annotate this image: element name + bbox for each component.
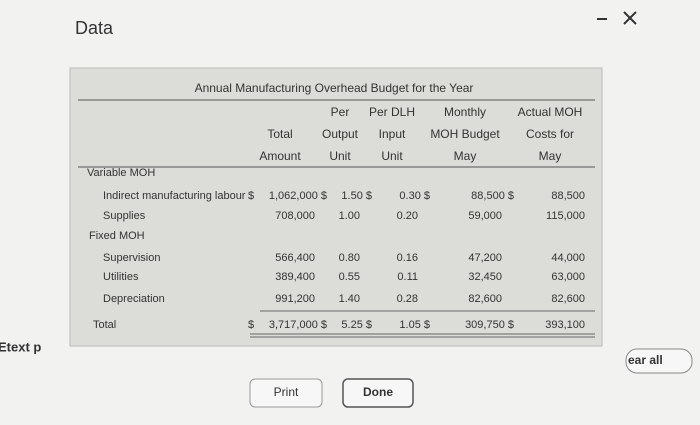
row-label: Indirect manufacturing labour (103, 190, 246, 202)
cell: 0.30 $ (399, 190, 430, 202)
cell: 566,400 (275, 252, 315, 264)
row-label: Supervision (103, 252, 160, 264)
cell: 1,062,000 $ (269, 190, 327, 202)
close-icon[interactable] (623, 11, 637, 25)
column-header: Monthly (444, 105, 486, 119)
cell: 708,000 (275, 210, 315, 222)
cell: 59,000 (468, 210, 502, 222)
column-header: Input (379, 127, 406, 141)
cell: 0.80 (339, 252, 360, 264)
cell: 991,200 (275, 293, 315, 305)
done-label: Done (363, 385, 393, 399)
row-label: Total (93, 319, 116, 331)
cell: 1.05 $ (399, 319, 430, 331)
cell: 32,450 (468, 271, 502, 283)
cell: 88,500 (551, 190, 585, 202)
cell: 115,000 (546, 210, 585, 222)
cell: $ (248, 319, 254, 331)
cell: 1.00 (339, 210, 360, 222)
column-header: Actual MOH (518, 105, 583, 119)
print-label: Print (274, 385, 299, 399)
column-header: May (454, 149, 477, 163)
cell: 88,500 $ (471, 190, 514, 202)
column-header: May (539, 149, 562, 163)
column-header: Unit (381, 149, 403, 163)
table-title: Annual Manufacturing Overhead Budget for… (195, 81, 474, 95)
row-label: Depreciation (103, 293, 165, 305)
column-header: Per (331, 105, 350, 119)
column-header: Per DLH (369, 105, 415, 119)
dialog-title: Data (75, 18, 114, 38)
cell: 309,750 $ (465, 319, 514, 331)
cell: 0.28 (397, 293, 418, 305)
cell: 0.11 (397, 271, 418, 283)
column-header: MOH Budget (430, 127, 500, 141)
column-header: Output (322, 127, 359, 141)
cell: 389,400 (275, 271, 315, 283)
row-label: Supplies (103, 210, 146, 222)
side-button[interactable] (625, 348, 693, 374)
side-button-label: ear all (628, 353, 663, 367)
column-header: Unit (329, 149, 351, 163)
cell: 44,000 (551, 252, 585, 264)
cell: $ (248, 190, 254, 202)
cell: 82,600 (468, 293, 502, 305)
done-button[interactable] (342, 378, 414, 408)
cell: 5.25 $ (341, 319, 372, 331)
cell: 0.55 (339, 271, 360, 283)
cell: 82,600 (551, 293, 585, 305)
cell: 3,717,000 $ (269, 319, 327, 331)
column-header: Amount (259, 149, 301, 163)
cell: 47,200 (468, 252, 502, 264)
cell: 0.20 (397, 210, 418, 222)
cell: 0.16 (397, 252, 418, 264)
table-panel (69, 67, 603, 347)
cell: 1.50 $ (341, 190, 372, 202)
row-label: Utilities (103, 271, 139, 283)
column-header: Total (267, 127, 292, 141)
column-header: Costs for (526, 127, 574, 141)
print-button[interactable] (249, 378, 323, 408)
cell: 63,000 (551, 271, 585, 283)
cell: 393,100 (545, 319, 585, 331)
row-label: Fixed MOH (89, 230, 145, 242)
cell: 1.40 (339, 293, 360, 305)
side-text: Etext p (0, 339, 41, 354)
row-label: Variable MOH (87, 167, 155, 179)
